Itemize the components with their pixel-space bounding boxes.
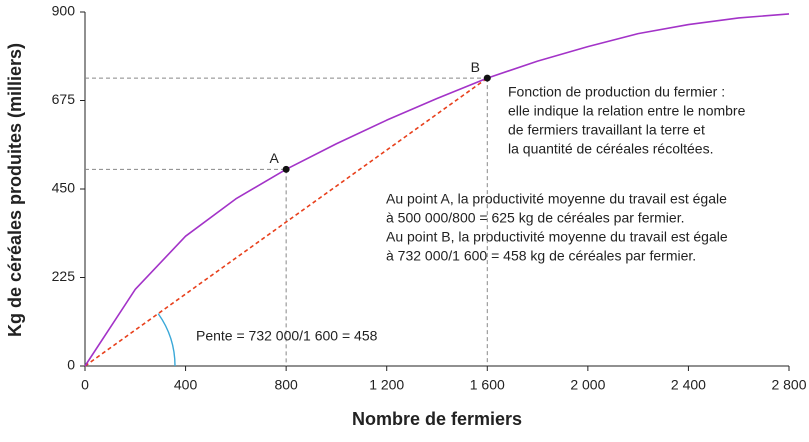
y-axis-title: Kg de céréales produites (milliers): [5, 43, 25, 337]
annotation-line: Au point B, la productivité moyenne du t…: [386, 229, 728, 245]
point: [282, 165, 290, 173]
slope-line: [84, 77, 488, 367]
y-tick-label: 450: [52, 180, 76, 196]
annotation-line: la quantité de céréales récoltées.: [508, 141, 713, 157]
annotation-line: Au point A, la productivité moyenne du t…: [386, 191, 727, 207]
x-tick-label: 2 000: [570, 377, 605, 393]
x-tick-label: 1 600: [470, 377, 505, 393]
x-tick-label: 400: [174, 377, 198, 393]
annotation-line: de fermiers travaillant la terre et: [508, 122, 705, 138]
annotation-line: à 500 000/800 = 625 kg de céréales par f…: [386, 210, 684, 226]
slope-angle-arc: [157, 313, 176, 367]
x-tick-label: 2 800: [771, 377, 806, 393]
production-curve: [84, 13, 790, 367]
point-label: A: [269, 150, 279, 166]
x-tick-label: 2 400: [671, 377, 706, 393]
point: [483, 74, 491, 82]
x-tick-label: 0: [81, 377, 89, 393]
y-tick-label: 225: [52, 268, 76, 284]
x-axis-title: Nombre de fermiers: [352, 409, 522, 429]
x-tick-label: 800: [274, 377, 298, 393]
y-tick-label: 675: [52, 91, 76, 107]
x-tick-label: 1 200: [369, 377, 404, 393]
y-tick-label: 900: [52, 3, 76, 19]
y-tick-label: 0: [67, 357, 75, 373]
annotation-line: elle indique la relation entre le nombre: [508, 103, 746, 119]
slope-label: Pente = 732 000/1 600 = 458: [196, 328, 378, 344]
point-label: B: [471, 59, 480, 75]
annotation-line: à 732 000/1 600 = 458 kg de céréales par…: [386, 248, 696, 264]
annotation-line: Fonction de production du fermier :: [508, 84, 725, 100]
